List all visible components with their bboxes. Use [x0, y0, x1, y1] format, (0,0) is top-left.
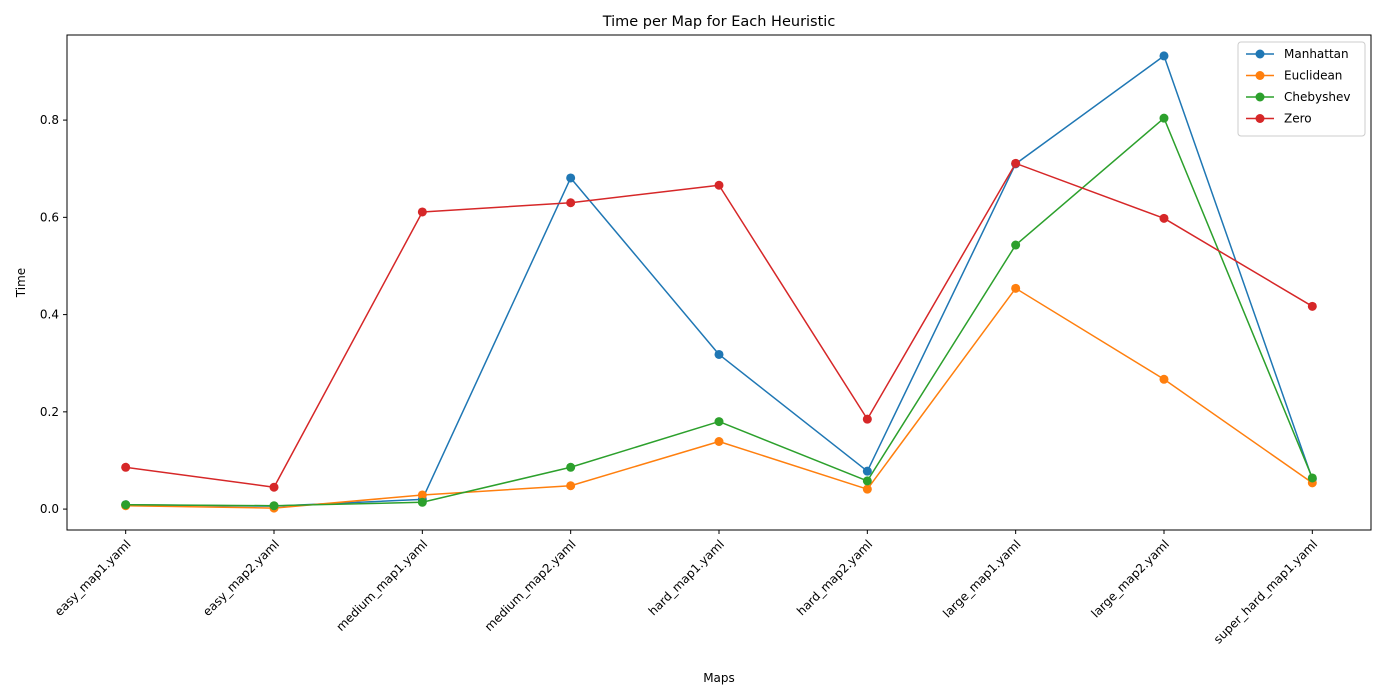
data-point-zero — [269, 482, 279, 492]
legend: Manhattan Euclidean Chebyshev Zero — [1237, 41, 1366, 137]
y-tick-label: 0.8 — [40, 113, 59, 127]
data-point-chebyshev — [714, 417, 724, 427]
data-point-euclidean — [566, 481, 576, 491]
data-point-euclidean — [417, 490, 427, 500]
data-point-zero — [1307, 301, 1317, 311]
x-axis-label: Maps — [703, 671, 735, 685]
legend-swatch-marker — [1255, 71, 1265, 80]
y-axis-label: Time — [14, 268, 28, 298]
data-point-zero — [566, 198, 576, 208]
data-point-chebyshev — [1307, 473, 1317, 483]
data-point-euclidean — [714, 437, 724, 447]
axes-frame — [66, 34, 1372, 531]
chart-title: Time per Map for Each Heuristic — [602, 14, 836, 30]
legend-swatch-marker — [1255, 49, 1265, 59]
data-point-zero — [417, 207, 427, 217]
data-point-chebyshev — [1011, 240, 1021, 250]
legend-entry-euclidean: Euclidean — [1284, 69, 1342, 83]
legend-swatch-marker — [1255, 114, 1265, 123]
data-point-zero — [714, 180, 724, 190]
data-point-zero — [1011, 158, 1021, 168]
y-tick-label: 0.2 — [40, 405, 59, 419]
data-point-zero — [1159, 213, 1169, 223]
legend-box — [1237, 41, 1366, 137]
y-tick-label: 0.6 — [40, 210, 59, 224]
y-tick-label: 0.0 — [40, 502, 59, 516]
legend-swatch-marker — [1255, 92, 1265, 102]
data-point-zero — [862, 414, 872, 424]
data-point-zero — [121, 462, 131, 472]
data-point-manhattan — [862, 466, 872, 476]
data-point-chebyshev — [121, 500, 131, 510]
data-point-chebyshev — [862, 476, 872, 486]
legend-entry-zero: Zero — [1284, 112, 1312, 126]
data-point-manhattan — [714, 349, 724, 359]
data-point-chebyshev — [566, 462, 576, 472]
legend-entry-manhattan: Manhattan — [1284, 47, 1349, 61]
data-point-euclidean — [862, 484, 872, 494]
data-point-chebyshev — [1159, 113, 1169, 123]
data-point-manhattan — [1159, 51, 1169, 61]
data-point-chebyshev — [417, 497, 427, 507]
data-point-manhattan — [566, 173, 576, 183]
y-tick-label: 0.4 — [40, 308, 59, 322]
data-point-euclidean — [1011, 283, 1021, 293]
data-point-euclidean — [1159, 374, 1169, 384]
legend-entry-chebyshev: Chebyshev — [1284, 90, 1350, 104]
data-point-chebyshev — [269, 501, 279, 511]
